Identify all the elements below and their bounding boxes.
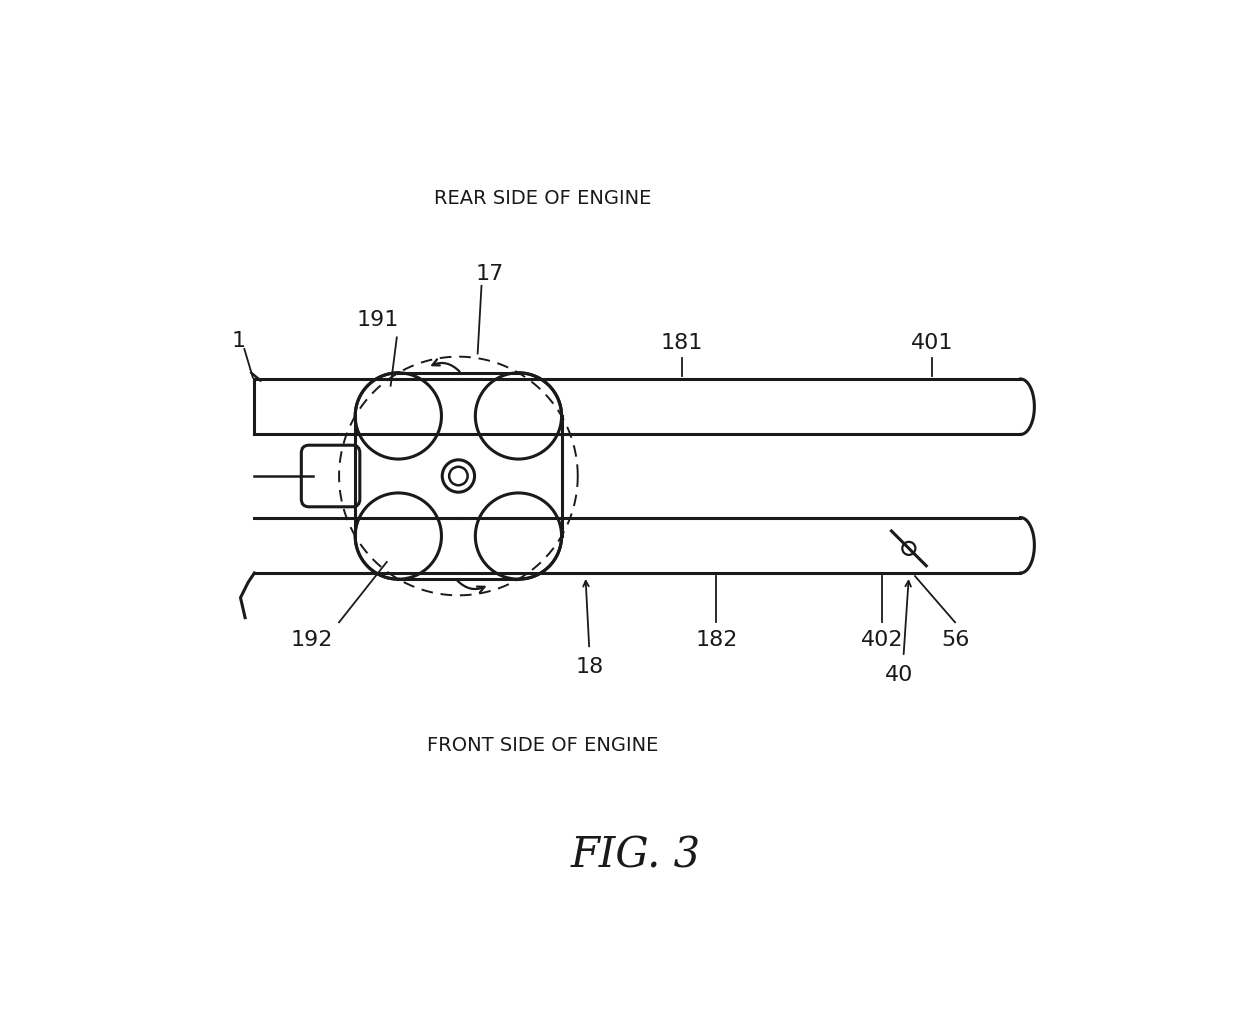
Text: 182: 182: [696, 630, 738, 650]
Text: 17: 17: [475, 264, 503, 283]
Text: 40: 40: [884, 665, 913, 685]
Text: FIG. 3: FIG. 3: [570, 834, 701, 877]
Text: 18: 18: [575, 657, 604, 677]
Text: 402: 402: [861, 630, 903, 650]
Text: FRONT SIDE OF ENGINE: FRONT SIDE OF ENGINE: [428, 736, 658, 755]
Text: 1: 1: [232, 331, 246, 351]
Text: 56: 56: [941, 630, 970, 650]
Text: 181: 181: [661, 333, 703, 353]
Text: 401: 401: [910, 333, 954, 353]
Text: 192: 192: [291, 630, 334, 650]
Text: REAR SIDE OF ENGINE: REAR SIDE OF ENGINE: [434, 190, 652, 208]
Text: 191: 191: [356, 310, 399, 330]
